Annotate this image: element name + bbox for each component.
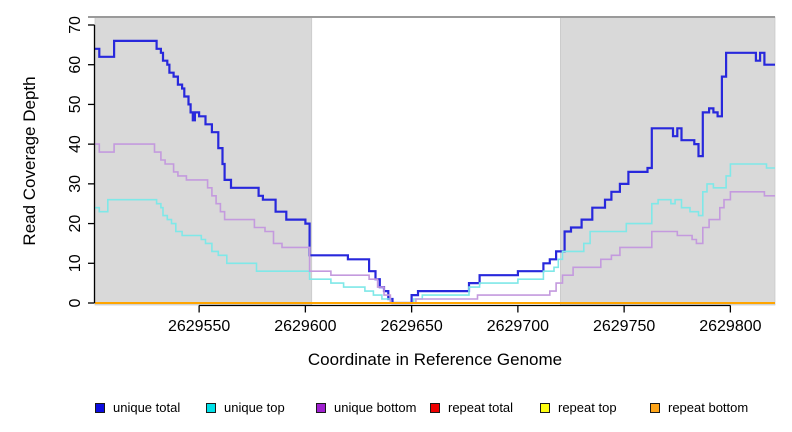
y-tick-label: 60 [67,56,84,74]
y-tick-label: 20 [67,215,84,233]
x-axis-title: Coordinate in Reference Genome [307,350,563,369]
series-line-unique-bottom [95,143,775,304]
y-tick-label: 0 [67,298,84,307]
y-tick-label: 40 [67,135,84,153]
y-tick-label: 10 [67,254,84,272]
shaded-region [560,16,776,306]
x-tick-label: 2629700 [487,318,549,335]
y-tick-label: 30 [67,175,84,193]
y-tick-label: 50 [67,95,84,113]
x-tick-label: 2629800 [699,318,761,335]
y-axis-title: Read Coverage Depth [20,76,39,246]
series-line-unique-top [95,163,775,304]
x-tick-label: 2629550 [168,318,230,335]
x-tick-label: 2629750 [593,318,655,335]
x-tick-label: 2629650 [380,318,442,335]
x-tick-label: 2629600 [274,318,336,335]
y-tick-label: 70 [67,16,84,34]
shaded-region [94,16,313,306]
